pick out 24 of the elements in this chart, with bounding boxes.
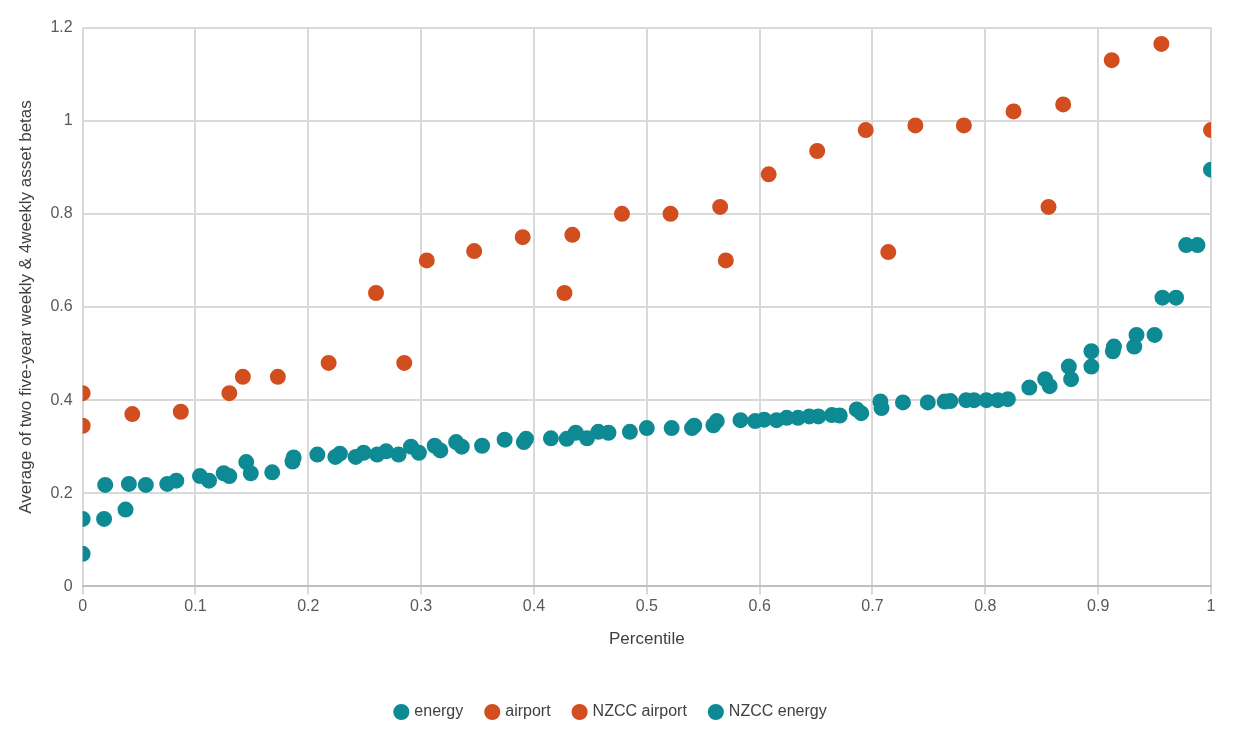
x-tick-label: 1 [1206, 597, 1216, 615]
y-tick-label: 0.2 [50, 483, 73, 501]
y-tick-label: 0.6 [50, 297, 73, 315]
legend-label: airport [505, 702, 552, 720]
x-tick-label: 0.8 [974, 597, 997, 615]
x-tick-label: 0.4 [522, 597, 546, 615]
y-tick-label: 1 [63, 111, 73, 129]
y-tick-label: 0.4 [50, 390, 73, 408]
x-tick-label: 0.6 [748, 597, 771, 615]
x-tick-label: 0 [78, 597, 88, 615]
legend-label: energy [414, 702, 464, 720]
y-tick-label: 0 [63, 576, 73, 594]
legend-label: NZCC airport [592, 702, 688, 720]
x-axis-title: Percentile [609, 629, 685, 649]
x-tick-label: 0.9 [1087, 597, 1110, 615]
x-tick-label: 0.1 [184, 597, 207, 615]
x-tick-label: 0.7 [861, 597, 884, 615]
y-tick-label: 0.8 [50, 204, 73, 222]
x-tick-label: 0.5 [635, 597, 659, 615]
y-axis-title: Average of two five-year weekly & 4weekly asset betas [15, 100, 35, 514]
y-tick-label: 1.2 [50, 18, 73, 36]
legend-label: NZCC energy [728, 702, 827, 720]
x-tick-label: 0.3 [410, 597, 433, 615]
x-tick-label: 0.2 [297, 597, 320, 615]
